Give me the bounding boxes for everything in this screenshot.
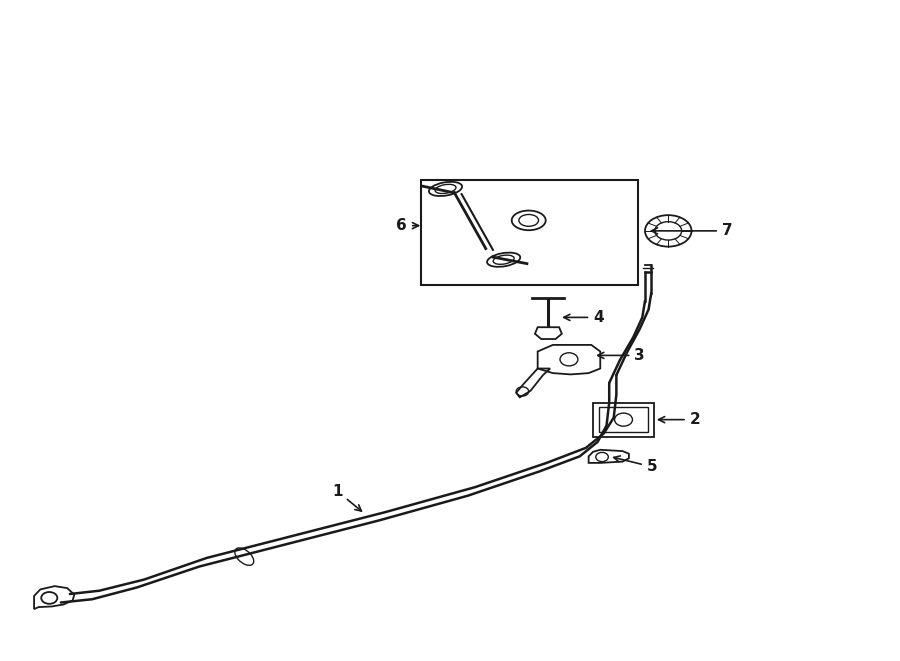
- Text: 5: 5: [614, 456, 657, 475]
- Bar: [593, 403, 654, 437]
- Text: 6: 6: [396, 218, 418, 233]
- Bar: [599, 407, 648, 432]
- Text: 3: 3: [598, 348, 645, 363]
- Text: 7: 7: [652, 223, 733, 239]
- Text: 4: 4: [563, 310, 604, 325]
- Text: 1: 1: [332, 484, 362, 511]
- Text: 2: 2: [659, 412, 700, 427]
- Bar: [421, 180, 638, 285]
